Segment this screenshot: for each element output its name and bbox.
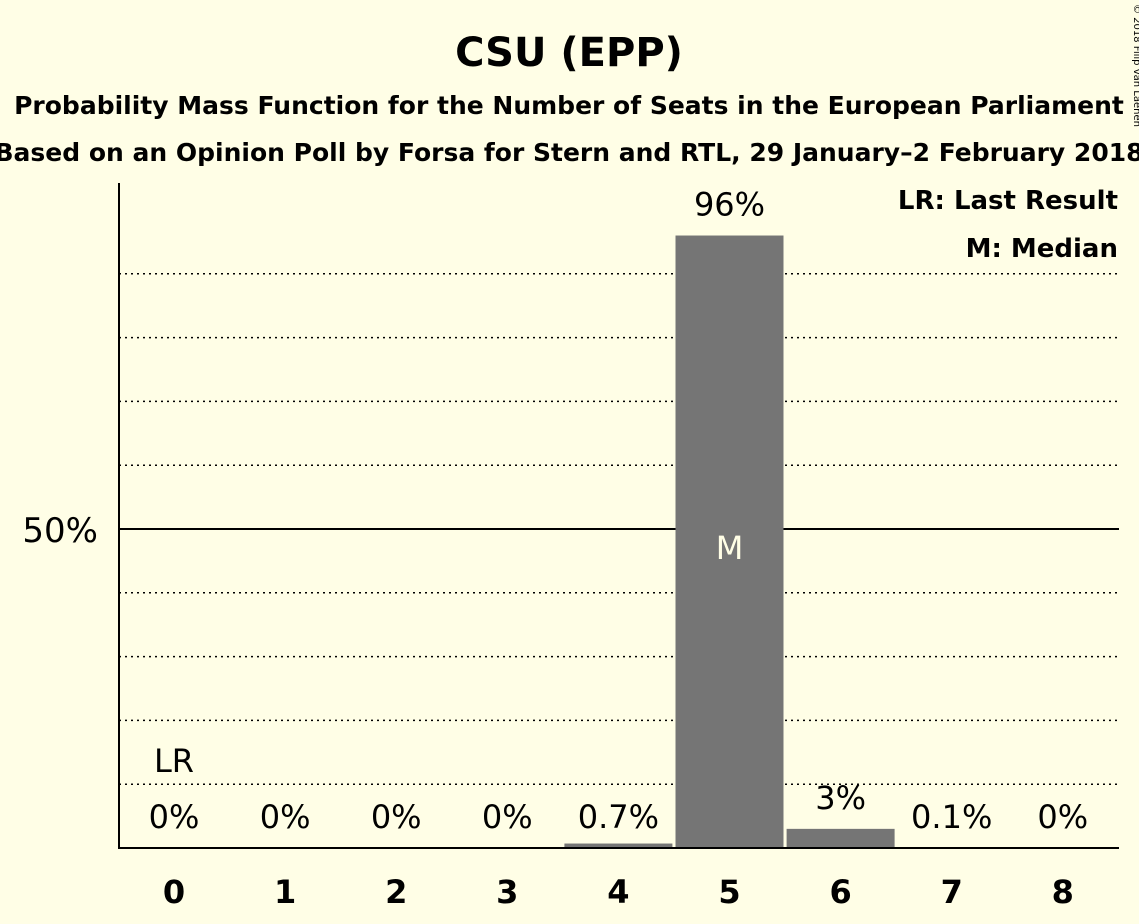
- median-marker: M: [716, 529, 744, 567]
- bar-5: [675, 235, 784, 848]
- value-label-4: 0.7%: [578, 798, 659, 836]
- y-tick-label: 50%: [22, 511, 98, 551]
- labels-layer: 0% 0 LR 0% 1 0% 2 0% 3 0.7% 4 96% 5 M 3% 6 0.1% 7 0% 8: [149, 186, 1089, 911]
- value-label-0: 0%: [149, 798, 200, 836]
- value-label-2: 0%: [371, 798, 422, 836]
- value-label-6: 3%: [815, 779, 866, 817]
- x-tick-label-1: 1: [274, 873, 296, 911]
- value-label-8: 0%: [1037, 798, 1088, 836]
- chart-subtitle-poll: Based on an Opinion Poll by Forsa for St…: [0, 138, 1139, 167]
- value-label-3: 0%: [482, 798, 533, 836]
- chart-subtitle: Probability Mass Function for the Number…: [14, 91, 1124, 120]
- x-tick-label-3: 3: [496, 873, 518, 911]
- copyright-note: © 2018 Filip van Laenen: [1131, 4, 1139, 127]
- value-label-5: 96%: [694, 186, 765, 224]
- legend-median: M: Median: [966, 234, 1118, 264]
- grid-layer: 50%: [22, 273, 1119, 785]
- x-tick-label-2: 2: [385, 873, 407, 911]
- value-label-1: 0%: [260, 798, 311, 836]
- legend-last-result: LR: Last Result: [898, 186, 1118, 216]
- bar-4: [564, 843, 673, 848]
- x-tick-label-6: 6: [829, 873, 851, 911]
- x-tick-label-4: 4: [607, 873, 629, 911]
- chart-title: CSU (EPP): [455, 30, 683, 76]
- bars-layer: [564, 235, 1006, 848]
- x-tick-label-7: 7: [941, 873, 963, 911]
- x-tick-label-0: 0: [163, 873, 185, 911]
- last-result-marker: LR: [154, 742, 194, 780]
- x-tick-label-8: 8: [1052, 873, 1074, 911]
- value-label-7: 0.1%: [911, 798, 992, 836]
- bar-6: [786, 828, 895, 848]
- x-tick-label-5: 5: [718, 873, 740, 911]
